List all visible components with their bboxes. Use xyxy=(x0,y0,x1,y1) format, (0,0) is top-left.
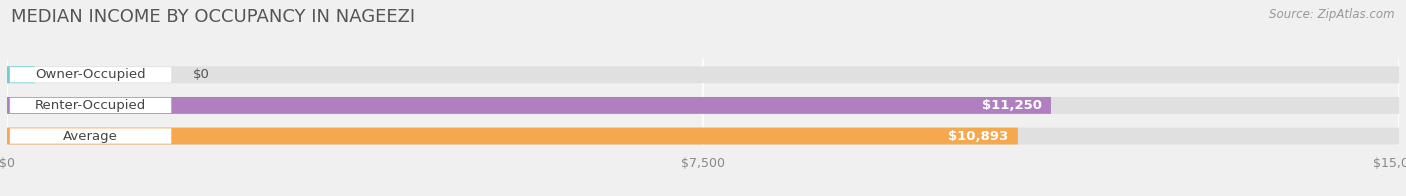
FancyBboxPatch shape xyxy=(7,97,1399,114)
FancyBboxPatch shape xyxy=(7,128,1018,144)
FancyBboxPatch shape xyxy=(7,66,35,83)
Text: MEDIAN INCOME BY OCCUPANCY IN NAGEEZI: MEDIAN INCOME BY OCCUPANCY IN NAGEEZI xyxy=(11,8,415,26)
Text: Average: Average xyxy=(63,130,118,142)
FancyBboxPatch shape xyxy=(7,97,1052,114)
FancyBboxPatch shape xyxy=(10,128,172,144)
Text: $10,893: $10,893 xyxy=(948,130,1008,142)
Text: Owner-Occupied: Owner-Occupied xyxy=(35,68,146,81)
Text: $0: $0 xyxy=(193,68,209,81)
FancyBboxPatch shape xyxy=(7,128,1399,144)
FancyBboxPatch shape xyxy=(10,67,172,83)
Text: Source: ZipAtlas.com: Source: ZipAtlas.com xyxy=(1270,8,1395,21)
Text: $11,250: $11,250 xyxy=(981,99,1042,112)
FancyBboxPatch shape xyxy=(7,66,1399,83)
Text: Renter-Occupied: Renter-Occupied xyxy=(35,99,146,112)
FancyBboxPatch shape xyxy=(10,98,172,113)
